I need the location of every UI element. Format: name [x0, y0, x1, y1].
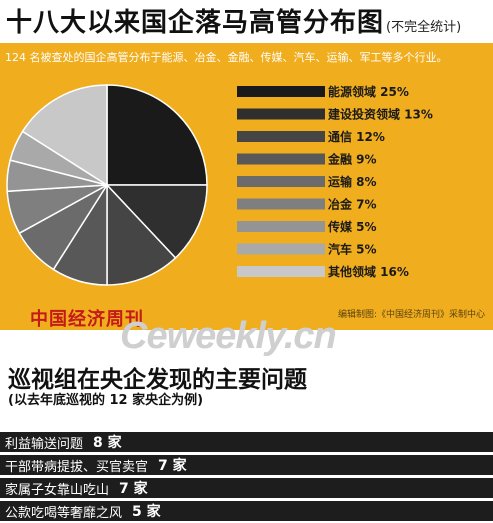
legend-label-2: 通信 12%: [328, 129, 385, 144]
legend-label-0: 能源领域 25%: [328, 84, 409, 99]
chart-credit: 编辑制图:《中国经济周刊》采制中心: [337, 310, 485, 320]
issue-count: 5 家: [132, 504, 161, 520]
legend-label-5: 冶金 7%: [328, 197, 377, 212]
legend-swatch-8: [237, 266, 325, 277]
issue-label: 公款吃喝等奢靡之风: [5, 505, 123, 521]
legend-swatch-0: [237, 86, 325, 97]
pie-slice-0: [106, 84, 208, 186]
pie-slice-1: [105, 184, 208, 259]
chart-title-note: (不完全统计): [386, 20, 462, 35]
issue-row: 干部带病提拔、买官卖官 7 家: [0, 455, 493, 475]
magazine-logo: 中国经济周刊: [30, 309, 144, 330]
chart-subtitle: 124 名被查处的国企高管分布于能源、冶金、金融、传媒、汽车、运输、军工等多个行…: [5, 51, 448, 64]
pie-slice-8: [21, 84, 108, 187]
issue-row: 利益输送问题 8 家: [0, 432, 493, 452]
legend-label-7: 汽车 5%: [328, 242, 377, 257]
pie-chart: 能源领域 25% 建设投资领域 13% 通信 12% 金融 9% 运输 8% 冶金 7% 传…: [6, 84, 433, 286]
legend-label-4: 运输 8%: [328, 174, 377, 189]
site-watermark: Ceweekly.cn: [120, 315, 337, 357]
chart-title-text: 十八大以来国企落马高管分布图: [6, 8, 385, 38]
issue-row: 公款吃喝等奢靡之风 5 家: [0, 501, 493, 521]
legend-label-6: 传媒 5%: [327, 219, 377, 234]
legend-swatch-4: [237, 176, 325, 187]
issue-row: 家属子女靠山吃山 7 家: [0, 478, 493, 498]
issue-count: 8 家: [93, 435, 122, 451]
issue-label: 利益输送问题: [5, 436, 84, 452]
issue-count: 7 家: [119, 481, 148, 497]
legend-swatch-6: [237, 221, 325, 232]
legend-swatch-7: [237, 243, 325, 255]
chart-title: 十八大以来国企落马高管分布图 (不完全统计): [6, 2, 490, 38]
legend-swatch-3: [237, 153, 325, 165]
legend-label-1: 建设投资领域 13%: [327, 107, 433, 122]
section-subtitle: (以去年底巡视的 12 家央企为例): [8, 393, 204, 408]
issue-label: 干部带病提拔、买官卖官: [5, 459, 149, 475]
issue-count: 7 家: [158, 458, 187, 474]
legend-swatch-5: [237, 198, 325, 210]
legend-label-3: 金融 9%: [327, 152, 377, 167]
issue-list: 利益输送问题 8 家干部带病提拔、买官卖官 7 家家属子女靠山吃山 7 家公款吃喝等奢…: [0, 432, 493, 523]
legend-swatch-2: [237, 131, 325, 142]
chart-panel: 124 名被查处的国企高管分布于能源、冶金、金融、传媒、汽车、运输、军工等多个行…: [0, 43, 493, 330]
section-title: 巡视组在央企发现的主要问题: [8, 367, 307, 393]
issue-label: 家属子女靠山吃山: [5, 482, 110, 498]
pie-slice-2: [106, 183, 177, 286]
legend-label-8: 其他领域 16%: [328, 264, 409, 279]
legend-swatch-1: [237, 108, 325, 120]
